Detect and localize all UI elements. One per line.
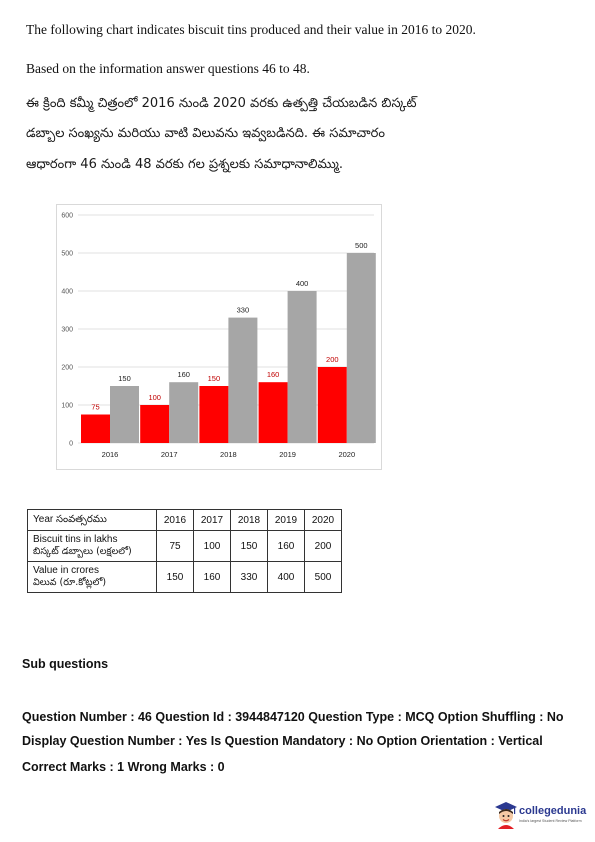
intro-line-2: Based on the information answer question…: [26, 61, 310, 76]
table-cell: 200: [304, 530, 342, 562]
table-header-row: Year సంవత్సరము 2016 2017 2018 2019 2020: [27, 509, 342, 531]
bar: [81, 414, 110, 443]
bar-value-label: 75: [91, 403, 99, 412]
x-tick-label: 2016: [102, 450, 119, 459]
y-tick-label: 200: [61, 365, 73, 372]
x-tick-label: 2018: [220, 450, 237, 459]
telugu-line-2: డబ్బాల సంఖ్యను మరియు వాటి విలువను ఇవ్వబడ…: [26, 126, 385, 141]
table-row: Value in crores విలువ (రూ.కోట్లలో) 150 1…: [27, 561, 342, 593]
bar: [199, 386, 229, 443]
logo-wordmark: collegedunia: [519, 805, 587, 817]
bar-value-label: 150: [118, 374, 131, 383]
question-meta-line-1: Question Number : 46 Question Id : 39448…: [22, 710, 564, 724]
bar-value-label: 160: [177, 370, 190, 379]
bar-value-label: 100: [148, 393, 161, 402]
table-row: Biscuit tins in lakhs బిస్కట్ డబ్బాలు (ల…: [27, 530, 342, 562]
table-cell: 150: [230, 530, 268, 562]
table-header-year: 2017: [193, 509, 231, 531]
bar-chart: 0 100 200 300 400 500 600 75 150 100 160 150 330 160…: [56, 204, 382, 470]
table-row-label: Value in crores విలువ (రూ.కోట్లలో): [27, 561, 157, 593]
table-cell: 75: [156, 530, 194, 562]
chart-y-axis: 0 100 200 300 400 500 600: [61, 213, 73, 448]
bar: [317, 367, 347, 443]
table-header-year: 2016: [156, 509, 194, 531]
y-tick-label: 300: [61, 327, 73, 334]
table-header-label: Year సంవత్సరము: [27, 509, 157, 531]
subquestions-heading: Sub questions: [22, 657, 109, 671]
question-meta-line-3: Correct Marks : 1 Wrong Marks : 0: [22, 760, 225, 774]
y-tick-label: 400: [61, 289, 73, 296]
bar-value-label: 160: [267, 370, 280, 379]
table-header-year: 2019: [267, 509, 305, 531]
x-tick-label: 2019: [279, 450, 296, 459]
bar: [228, 317, 258, 443]
student-mascot-icon: [495, 802, 517, 829]
question-meta-line-2: Display Question Number : Yes Is Questio…: [22, 734, 543, 748]
table-header-year: 2018: [230, 509, 268, 531]
bar-value-label: 400: [296, 279, 309, 288]
table-cell: 160: [267, 530, 305, 562]
y-tick-label: 0: [69, 441, 73, 448]
bar: [346, 253, 376, 443]
table-header-year: 2020: [304, 509, 342, 531]
row-label-telugu: విలువ (రూ.కోట్లలో): [33, 577, 107, 588]
bar: [140, 405, 170, 443]
chart-bars: [81, 253, 376, 443]
table-cell: 160: [193, 561, 231, 593]
table-cell: 150: [156, 561, 194, 593]
bar-value-label: 330: [237, 306, 250, 315]
y-tick-label: 500: [61, 251, 73, 258]
bar-value-label: 150: [208, 374, 221, 383]
y-tick-label: 100: [61, 403, 73, 410]
data-table: Year సంవత్సరము 2016 2017 2018 2019 2020 …: [27, 509, 342, 593]
telugu-line-1: ఈ క్రింది కమ్మీ చిత్రంలో 2016 నుండి 2020…: [26, 96, 417, 111]
chart-x-axis: 2016 2017 2018 2019 2020: [102, 450, 355, 459]
collegedunia-logo: collegedunia India's largest Student Rev…: [494, 801, 587, 831]
bar: [287, 291, 317, 443]
row-label-english: Value in crores: [33, 565, 99, 576]
bar: [258, 382, 288, 443]
table-cell: 400: [267, 561, 305, 593]
y-tick-label: 600: [61, 213, 73, 220]
bar: [110, 386, 139, 443]
x-tick-label: 2020: [338, 450, 355, 459]
bar-value-label: 500: [355, 241, 368, 250]
telugu-line-3: ఆధారంగా 46 నుండి 48 వరకు గల ప్రశ్నలకు సమ…: [26, 157, 343, 172]
table-cell: 330: [230, 561, 268, 593]
bar: [169, 382, 199, 443]
table-cell: 100: [193, 530, 231, 562]
chart-data-labels: 75 150 100 160 150 330 160 400 200 500: [91, 241, 367, 412]
table-cell: 500: [304, 561, 342, 593]
row-label-telugu: బిస్కట్ డబ్బాలు (లక్షలలో): [33, 546, 132, 557]
intro-line-1: The following chart indicates biscuit ti…: [26, 22, 476, 37]
x-tick-label: 2017: [161, 450, 178, 459]
row-label-english: Biscuit tins in lakhs: [33, 534, 118, 545]
bar-value-label: 200: [326, 355, 339, 364]
logo-tagline: India's largest Student Review Platform: [519, 819, 582, 823]
table-row-label: Biscuit tins in lakhs బిస్కట్ డబ్బాలు (ల…: [27, 530, 157, 562]
